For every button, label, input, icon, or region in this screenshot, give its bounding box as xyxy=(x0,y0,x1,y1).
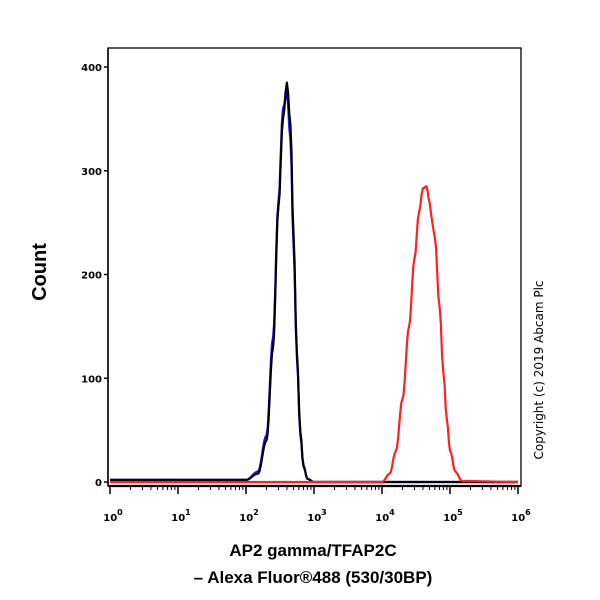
plot-border xyxy=(107,47,522,487)
x-tick-label: 103 xyxy=(307,508,327,524)
y-tick-label: 0 xyxy=(95,478,102,489)
x-axis-ticks: 100 101 102 103 104 105 106 xyxy=(103,486,531,524)
y-axis-ticks: 0 100 200 300 400 xyxy=(81,63,108,489)
x-axis-label-line2: – Alexa Fluor®488 (530/30BP) xyxy=(194,568,433,587)
series-line-2 xyxy=(109,81,519,484)
x-axis-label-line1: AP2 gamma/TFAP2C xyxy=(229,541,396,560)
series-line-1 xyxy=(109,91,519,484)
y-axis-label: Count xyxy=(29,243,51,301)
x-tick-label: 101 xyxy=(171,508,191,524)
y-tick-label: 200 xyxy=(81,271,102,282)
plot-frame xyxy=(107,47,522,488)
x-tick-label: 104 xyxy=(375,508,395,524)
x-tick-label: 102 xyxy=(239,508,259,524)
y-tick-label: 300 xyxy=(81,167,102,178)
x-tick-label: 105 xyxy=(443,508,463,524)
series-group xyxy=(109,81,519,484)
copyright-notice: Copyright (c) 2019 Abcam Plc xyxy=(532,280,546,459)
y-tick-label: 100 xyxy=(81,374,102,385)
y-tick-label: 400 xyxy=(81,63,102,74)
x-tick-label: 100 xyxy=(103,508,123,524)
x-tick-label: 106 xyxy=(511,508,531,524)
series-line-3 xyxy=(109,185,519,484)
